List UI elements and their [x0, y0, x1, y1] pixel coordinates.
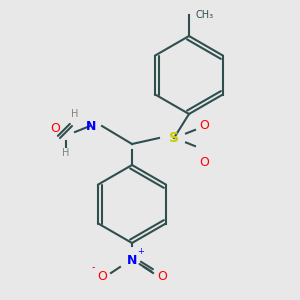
Text: S: S	[169, 131, 179, 145]
Text: H: H	[71, 109, 79, 119]
Text: -: -	[91, 262, 95, 272]
Text: O: O	[199, 119, 209, 133]
Text: O: O	[199, 155, 209, 169]
Text: N: N	[127, 254, 137, 268]
Text: O: O	[97, 269, 107, 283]
Text: +: +	[138, 248, 144, 256]
Text: O: O	[50, 122, 60, 136]
Text: CH₃: CH₃	[195, 10, 213, 20]
Text: N: N	[85, 119, 96, 133]
Text: H: H	[62, 148, 70, 158]
Text: O: O	[157, 269, 167, 283]
